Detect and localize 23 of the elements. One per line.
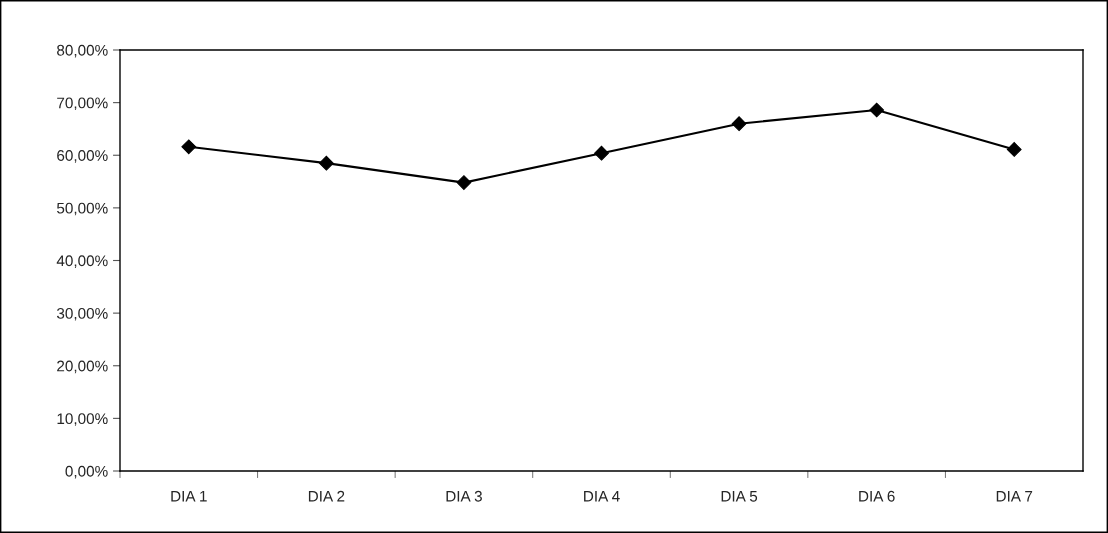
- x-tick-label: DIA 3: [446, 490, 482, 502]
- point: [181, 139, 197, 155]
- x-tick-label: DIA 1: [171, 491, 207, 502]
- point: [594, 145, 609, 161]
- y-tick-label: 10,00%: [57, 413, 108, 426]
- x-tick-label: DIA 5: [721, 491, 758, 502]
- x-tick-label: DIA 6: [859, 490, 895, 502]
- x-tick-label: DIA 4: [584, 491, 620, 502]
- y-tick-label: 60,00%: [57, 150, 108, 163]
- point: [1006, 142, 1022, 157]
- y-tick-label: 70,00%: [57, 97, 108, 111]
- x-tick-label: DIA 7: [996, 491, 1033, 502]
- point: [456, 175, 472, 191]
- point: [869, 102, 885, 118]
- y-tick-label: 20,00%: [57, 360, 108, 374]
- y-tick-label: 30,00%: [56, 307, 108, 321]
- y-tick-label: 40,00%: [56, 255, 108, 268]
- y-tick-label: 0,00%: [65, 465, 108, 479]
- point: [318, 155, 334, 171]
- x-tick-label: DIA 2: [308, 490, 345, 502]
- y-tick-label: 50,00%: [56, 202, 108, 216]
- point: [731, 116, 747, 132]
- y-tick-label: 80,00%: [57, 44, 108, 58]
